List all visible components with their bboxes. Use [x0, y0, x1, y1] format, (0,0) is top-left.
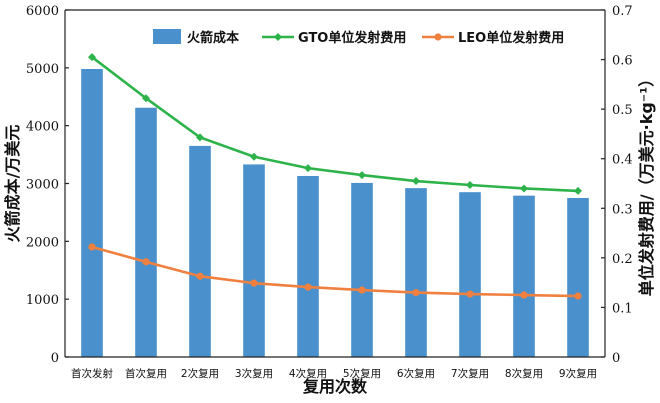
- bar-1: [81, 68, 103, 358]
- y-left-tick-label: 3000: [26, 178, 59, 193]
- y-right-tick-label: 0.1: [612, 301, 633, 316]
- leo-point-10: [574, 292, 582, 300]
- x-tick-label: 9次复用: [559, 367, 597, 380]
- y-left-tick-label: 1000: [26, 293, 59, 308]
- y-axis-right-title: 单位发射费用/（万美元·kg⁻¹）: [637, 71, 656, 296]
- x-tick-label: 5次复用: [343, 367, 381, 380]
- legend-marker-gto: [274, 33, 282, 41]
- leo-point-2: [142, 258, 150, 266]
- leo-point-6: [358, 286, 366, 294]
- series-line-gto: [91, 56, 579, 193]
- x-tick-label: 8次复用: [505, 367, 543, 380]
- bar-2: [135, 107, 157, 357]
- leo-point-8: [466, 290, 474, 298]
- y-left-tick-label: 6000: [26, 4, 59, 19]
- gto-point-9: [520, 184, 528, 193]
- x-tick-label: 3次复用: [235, 367, 273, 380]
- y-right-tick-label: 0.2: [612, 252, 633, 267]
- bar-3: [189, 145, 211, 357]
- x-tick-label: 7次复用: [451, 367, 489, 380]
- x-tick-label: 首次发射: [71, 367, 113, 380]
- y-axis-left-title: 火箭成本/万美元: [3, 125, 22, 243]
- y-right-tick-label: 0.4: [612, 153, 633, 168]
- legend-label-gto: GTO单位发射费用: [298, 30, 406, 46]
- series-line-leo: [91, 245, 579, 298]
- y-right-tick-label: 0.7: [612, 4, 633, 19]
- gto-point-7: [412, 177, 420, 186]
- leo-point-4: [250, 279, 258, 287]
- y-right-tick-label: 0.5: [612, 103, 633, 118]
- leo-point-1: [88, 243, 96, 251]
- gto-point-6: [358, 171, 366, 180]
- bar-7: [405, 188, 427, 357]
- y-right-tick-label: 0.6: [612, 54, 633, 69]
- bar-4: [243, 164, 265, 357]
- legend-label-bar: 火箭成本: [187, 30, 239, 46]
- x-tick-label: 首次复用: [125, 367, 167, 380]
- leo-point-7: [412, 288, 420, 297]
- bar-5: [297, 175, 319, 357]
- gto-point-5: [304, 164, 312, 173]
- bar-6: [351, 182, 373, 357]
- y-left-tick-label: 2000: [26, 235, 59, 250]
- y-left-tick-label: 4000: [26, 120, 59, 135]
- legend-label-leo: LEO单位发射费用: [458, 30, 564, 46]
- gto-point-1: [88, 53, 96, 62]
- y-right-tick-label: 0: [612, 351, 620, 366]
- x-axis-title: 复用次数: [302, 377, 368, 396]
- x-tick-label: 6次复用: [397, 367, 435, 380]
- gto-point-3: [196, 133, 204, 142]
- leo-point-5: [304, 283, 312, 291]
- leo-point-3: [196, 272, 204, 280]
- gto-point-2: [142, 94, 150, 103]
- legend-marker-leo: [434, 33, 442, 41]
- bar-9: [513, 195, 535, 357]
- gto-point-10: [574, 186, 582, 195]
- gto-point-4: [250, 152, 258, 161]
- y-left-tick-label: 0: [51, 351, 59, 366]
- y-left-tick-label: 5000: [26, 62, 59, 77]
- gto-point-8: [466, 180, 474, 189]
- legend-swatch-bar: [153, 29, 181, 44]
- leo-point-9: [520, 291, 528, 299]
- x-tick-label: 4次复用: [289, 367, 327, 380]
- y-right-tick-label: 0.3: [612, 202, 633, 217]
- bar-8: [459, 192, 481, 357]
- bar-10: [567, 197, 589, 357]
- x-tick-label: 2次复用: [181, 367, 219, 380]
